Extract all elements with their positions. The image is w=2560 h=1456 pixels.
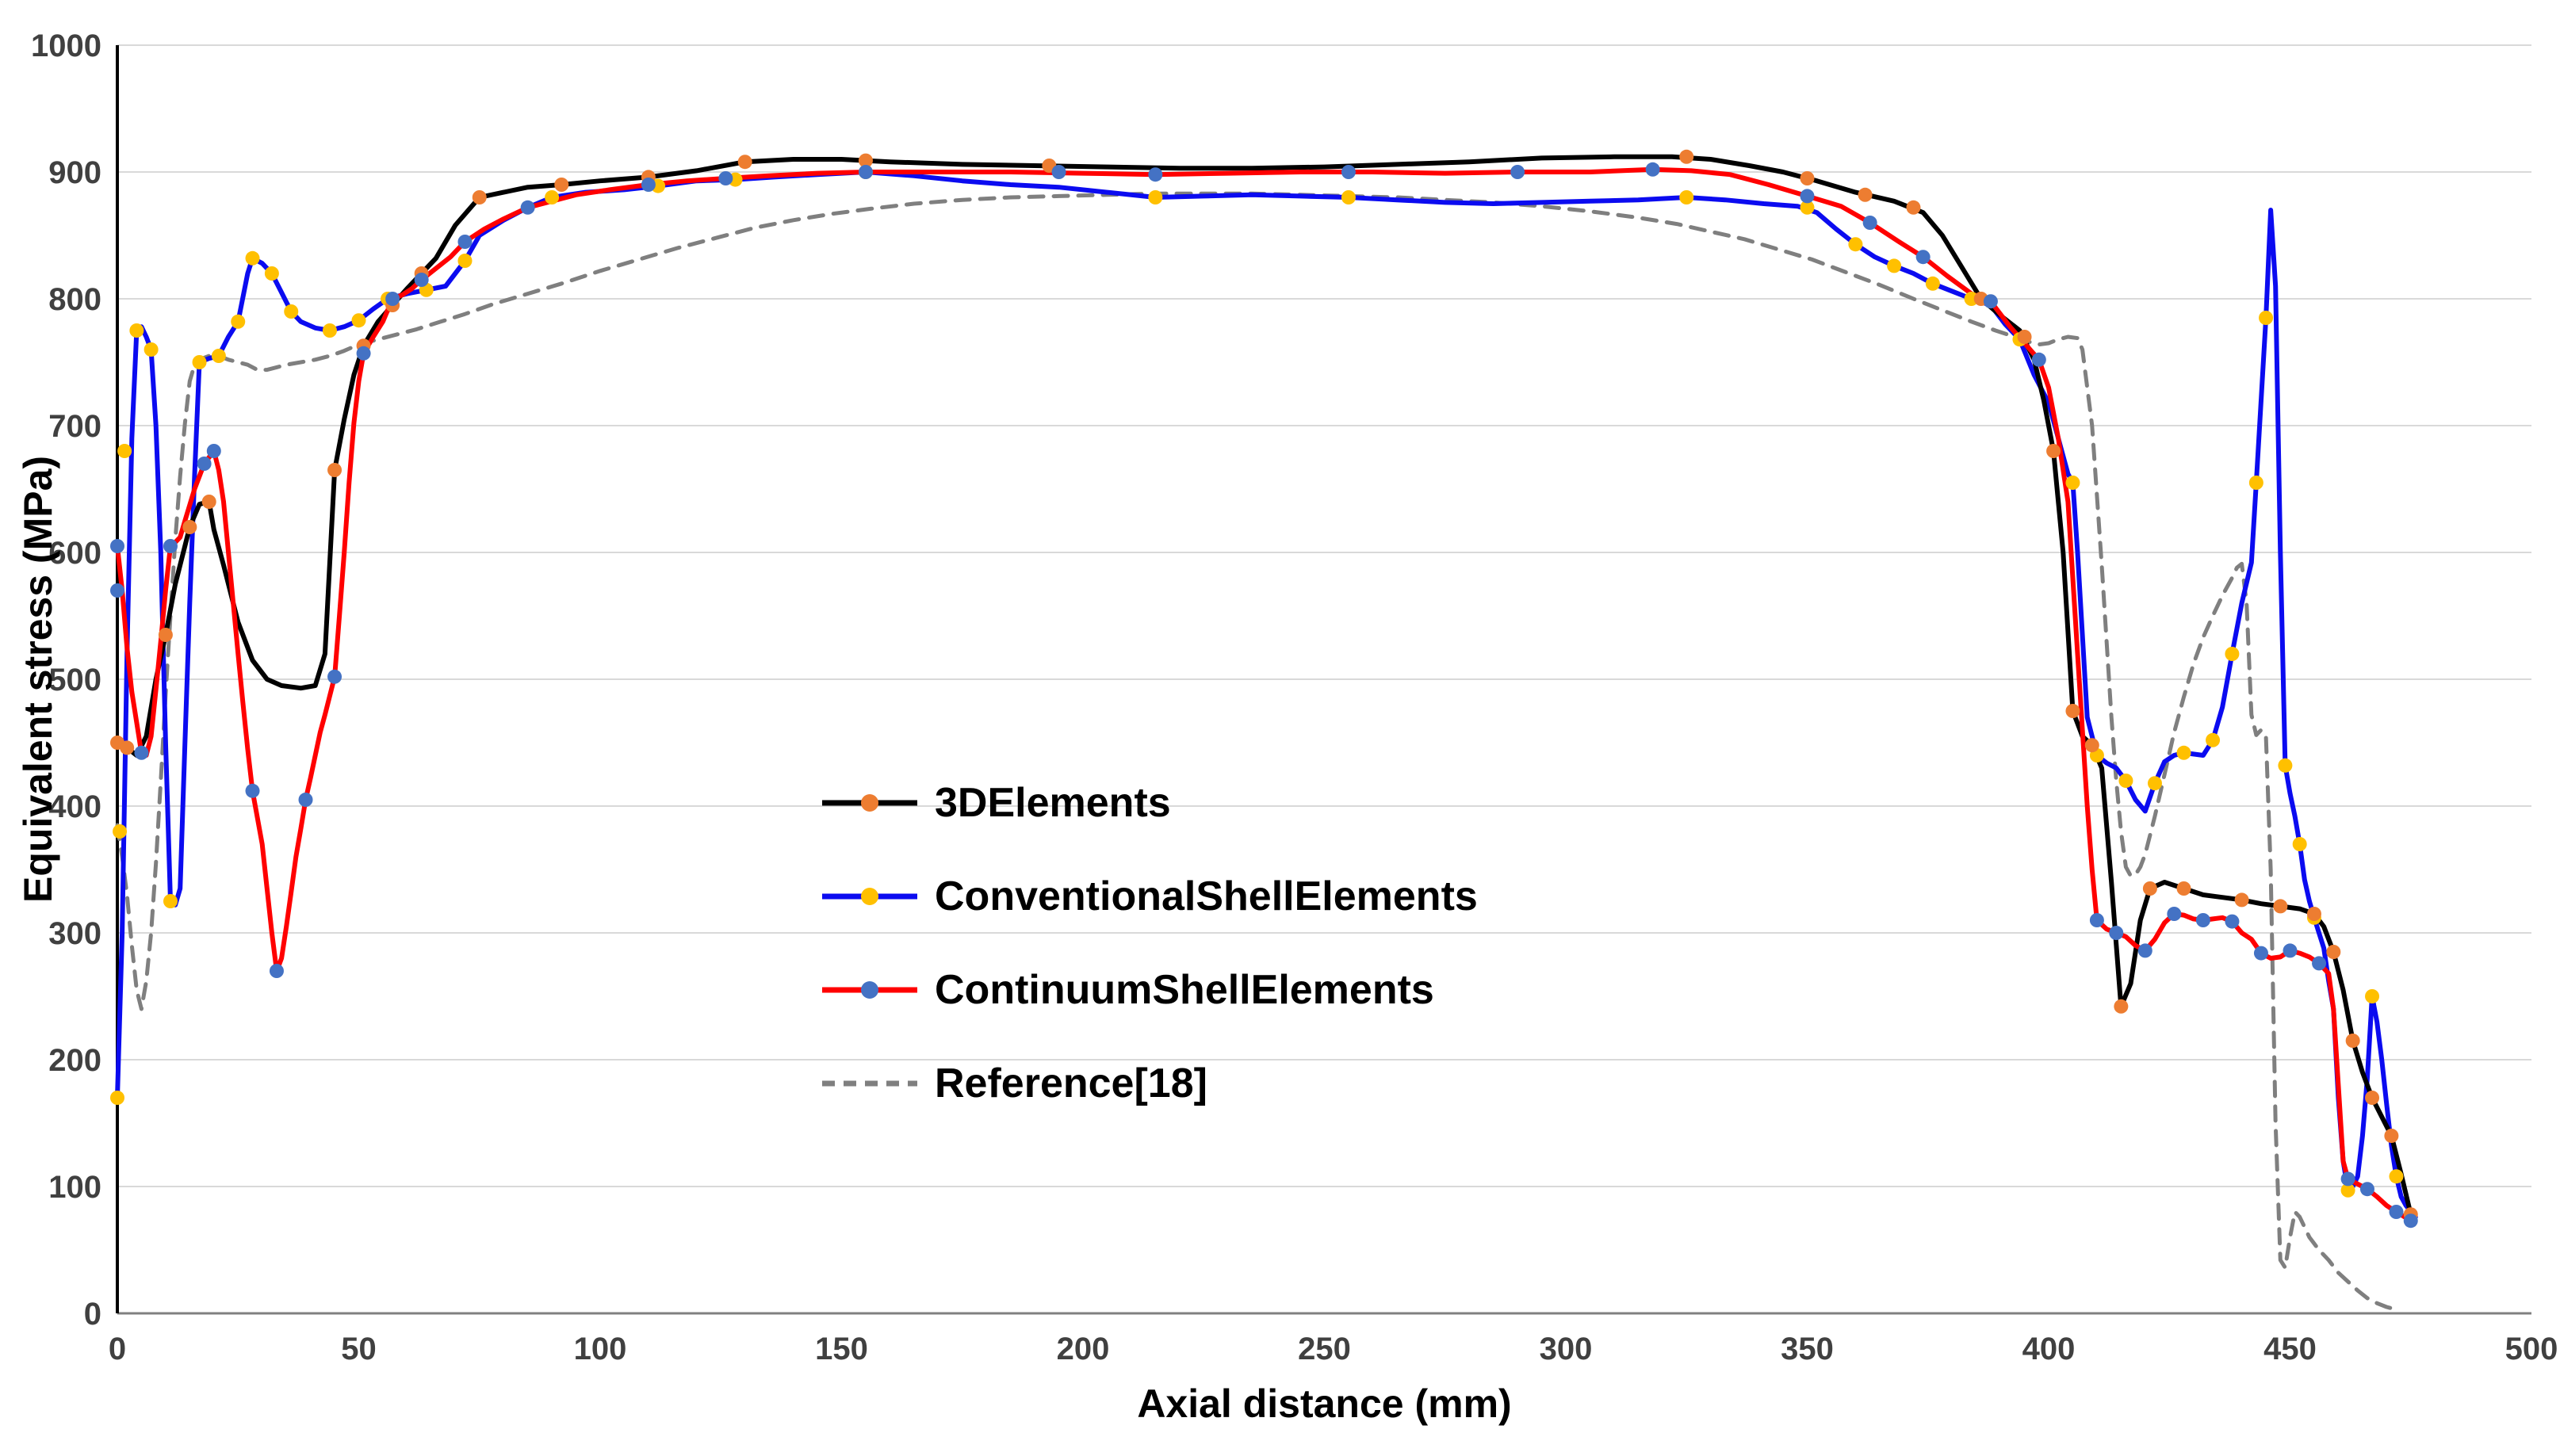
- svg-text:800: 800: [48, 282, 101, 317]
- svg-text:600: 600: [48, 536, 101, 571]
- svg-text:100: 100: [574, 1332, 627, 1366]
- legend: 3DElements ConventionalShellElements Con…: [821, 781, 1478, 1155]
- legend-label: Reference[18]: [935, 1060, 1207, 1106]
- legend-line-marker-sample-conventional-shell: [821, 879, 919, 914]
- svg-text:0: 0: [84, 1297, 101, 1332]
- legend-line-marker-sample-continuum-shell: [821, 973, 919, 1007]
- svg-text:200: 200: [48, 1043, 101, 1078]
- svg-text:0: 0: [109, 1332, 126, 1366]
- legend-label: 3DElements: [935, 780, 1171, 826]
- svg-text:400: 400: [2022, 1332, 2076, 1366]
- svg-text:500: 500: [2505, 1332, 2558, 1366]
- svg-text:100: 100: [48, 1170, 101, 1205]
- legend-item-continuum-shell: ContinuumShellElements: [821, 968, 1478, 1012]
- legend-line-marker-sample-3delements: [821, 785, 919, 820]
- svg-text:300: 300: [48, 916, 101, 951]
- legend-item-reference: Reference[18]: [821, 1061, 1478, 1106]
- svg-text:500: 500: [48, 663, 101, 697]
- svg-text:300: 300: [1540, 1332, 1593, 1366]
- svg-text:450: 450: [2263, 1332, 2317, 1366]
- x-axis-title: Axial distance (mm): [1137, 1381, 1512, 1426]
- svg-text:350: 350: [1781, 1332, 1834, 1366]
- legend-label: ConventionalShellElements: [935, 873, 1478, 919]
- legend-item-conventional-shell: ConventionalShellElements: [821, 874, 1478, 919]
- svg-text:200: 200: [1057, 1332, 1110, 1366]
- legend-label: ContinuumShellElements: [935, 967, 1434, 1013]
- svg-text:1000: 1000: [31, 29, 101, 63]
- svg-text:400: 400: [48, 789, 101, 824]
- legend-dashed-line-sample-reference: [821, 1066, 919, 1101]
- svg-text:900: 900: [48, 155, 101, 190]
- y-axis-title: Equivalent stress (MPa): [16, 455, 60, 904]
- svg-text:50: 50: [341, 1332, 377, 1366]
- svg-text:250: 250: [1298, 1332, 1351, 1366]
- svg-text:150: 150: [815, 1332, 868, 1366]
- svg-text:700: 700: [48, 409, 101, 444]
- legend-item-3delements: 3DElements: [821, 781, 1478, 825]
